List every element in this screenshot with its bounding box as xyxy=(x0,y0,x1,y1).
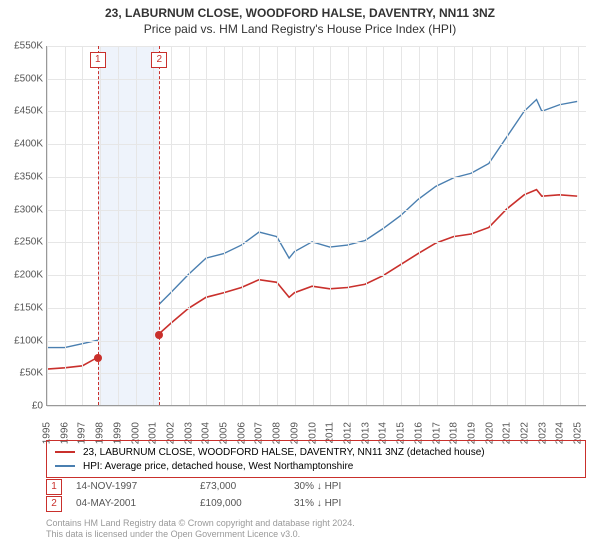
y-gridline xyxy=(47,79,586,80)
table-row: 1 14-NOV-1997 £73,000 30% ↓ HPI xyxy=(46,478,586,495)
sale-marker-label: 1 xyxy=(90,52,106,68)
legend-swatch xyxy=(55,451,75,453)
x-gridline xyxy=(578,46,579,405)
y-gridline xyxy=(47,144,586,145)
x-gridline xyxy=(118,46,119,405)
y-gridline xyxy=(47,341,586,342)
x-gridline xyxy=(490,46,491,405)
sale-index-box: 1 xyxy=(46,479,62,495)
y-gridline xyxy=(47,210,586,211)
x-gridline xyxy=(295,46,296,405)
sale-price: £73,000 xyxy=(200,481,280,492)
y-gridline xyxy=(47,308,586,309)
legend-box: 23, LABURNUM CLOSE, WOODFORD HALSE, DAVE… xyxy=(46,440,586,478)
x-gridline xyxy=(330,46,331,405)
x-gridline xyxy=(189,46,190,405)
x-gridline xyxy=(171,46,172,405)
y-gridline xyxy=(47,111,586,112)
y-gridline xyxy=(47,373,586,374)
legend-row: HPI: Average price, detached house, West… xyxy=(55,459,577,473)
sale-vline xyxy=(159,46,160,405)
x-gridline xyxy=(82,46,83,405)
x-gridline xyxy=(224,46,225,405)
x-gridline xyxy=(47,46,48,405)
y-gridline xyxy=(47,46,586,47)
y-tick-label: £250K xyxy=(3,237,43,248)
x-gridline xyxy=(401,46,402,405)
x-gridline xyxy=(543,46,544,405)
footer-line-2: This data is licensed under the Open Gov… xyxy=(46,529,586,540)
chart-area: £0£50K£100K£150K£200K£250K£300K£350K£400… xyxy=(46,46,586,406)
sales-table: 1 14-NOV-1997 £73,000 30% ↓ HPI 2 04-MAY-2001… xyxy=(46,478,586,512)
y-gridline xyxy=(47,242,586,243)
legend-row: 23, LABURNUM CLOSE, WOODFORD HALSE, DAVE… xyxy=(55,445,577,459)
y-tick-label: £500K xyxy=(3,73,43,84)
y-tick-label: £200K xyxy=(3,270,43,281)
shaded-band xyxy=(98,46,159,405)
table-row: 2 04-MAY-2001 £109,000 31% ↓ HPI xyxy=(46,495,586,512)
plot-region: £0£50K£100K£150K£200K£250K£300K£350K£400… xyxy=(46,46,586,406)
x-gridline xyxy=(65,46,66,405)
y-gridline xyxy=(47,275,586,276)
x-gridline xyxy=(277,46,278,405)
sale-vs-hpi: 31% ↓ HPI xyxy=(294,498,374,509)
y-tick-label: £150K xyxy=(3,302,43,313)
x-gridline xyxy=(437,46,438,405)
sale-price: £109,000 xyxy=(200,498,280,509)
x-gridline xyxy=(525,46,526,405)
legend-label: HPI: Average price, detached house, West… xyxy=(83,461,353,472)
x-gridline xyxy=(100,46,101,405)
y-tick-label: £100K xyxy=(3,335,43,346)
sale-date: 14-NOV-1997 xyxy=(76,481,186,492)
x-gridline xyxy=(206,46,207,405)
sale-marker-label: 2 xyxy=(151,52,167,68)
sale-vs-hpi: 30% ↓ HPI xyxy=(294,481,374,492)
y-tick-label: £350K xyxy=(3,171,43,182)
y-tick-label: £0 xyxy=(3,401,43,412)
x-gridline xyxy=(366,46,367,405)
x-gridline xyxy=(507,46,508,405)
x-gridline xyxy=(383,46,384,405)
y-tick-label: £300K xyxy=(3,204,43,215)
y-tick-label: £550K xyxy=(3,41,43,52)
sale-marker xyxy=(155,331,163,339)
x-gridline xyxy=(454,46,455,405)
legend-swatch xyxy=(55,465,75,467)
x-gridline xyxy=(472,46,473,405)
x-gridline xyxy=(313,46,314,405)
x-gridline xyxy=(259,46,260,405)
chart-title-2: Price paid vs. HM Land Registry's House … xyxy=(0,22,600,36)
x-gridline xyxy=(242,46,243,405)
x-gridline xyxy=(560,46,561,405)
footer: Contains HM Land Registry data © Crown c… xyxy=(46,518,586,541)
y-tick-label: £400K xyxy=(3,139,43,150)
sale-marker xyxy=(94,354,102,362)
sale-index-box: 2 xyxy=(46,496,62,512)
x-gridline xyxy=(419,46,420,405)
legend-label: 23, LABURNUM CLOSE, WOODFORD HALSE, DAVE… xyxy=(83,447,485,458)
footer-line-1: Contains HM Land Registry data © Crown c… xyxy=(46,518,586,529)
y-gridline xyxy=(47,177,586,178)
x-gridline xyxy=(348,46,349,405)
sale-date: 04-MAY-2001 xyxy=(76,498,186,509)
sale-vline xyxy=(98,46,99,405)
x-gridline xyxy=(153,46,154,405)
y-tick-label: £50K xyxy=(3,368,43,379)
x-gridline xyxy=(136,46,137,405)
y-tick-label: £450K xyxy=(3,106,43,117)
y-gridline xyxy=(47,406,586,407)
chart-title-1: 23, LABURNUM CLOSE, WOODFORD HALSE, DAVE… xyxy=(0,6,600,20)
